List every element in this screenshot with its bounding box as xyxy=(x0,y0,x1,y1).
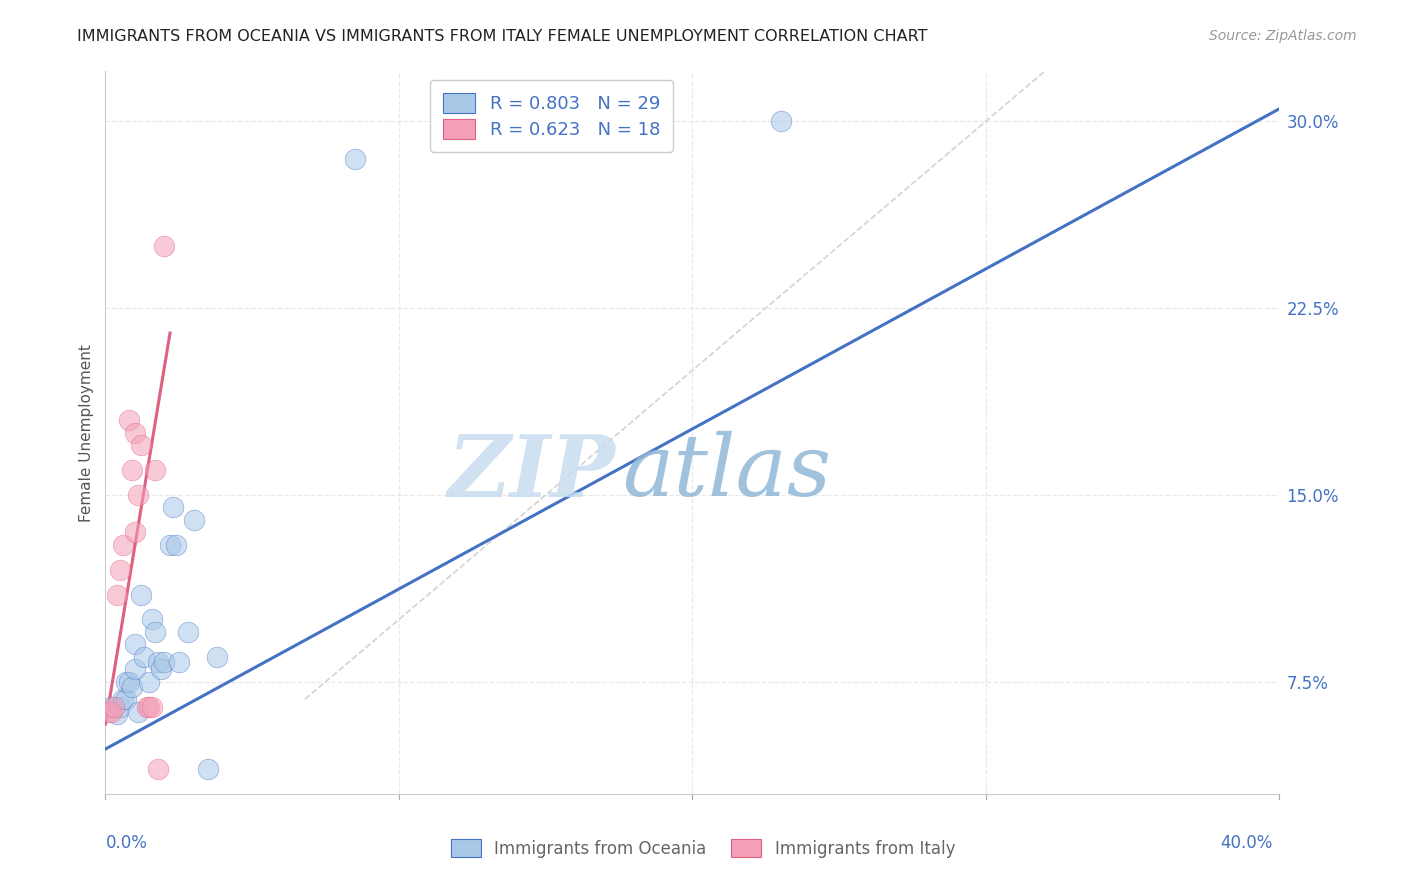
Point xyxy=(135,699,157,714)
Point xyxy=(108,699,131,714)
Point xyxy=(129,588,152,602)
Point xyxy=(141,699,163,714)
Point xyxy=(112,538,135,552)
Point xyxy=(124,425,146,440)
Point xyxy=(159,538,181,552)
Text: atlas: atlas xyxy=(621,431,831,514)
Point xyxy=(115,674,138,689)
Text: 40.0%: 40.0% xyxy=(1220,834,1272,852)
Point xyxy=(129,438,152,452)
Point xyxy=(343,152,366,166)
Point xyxy=(118,674,141,689)
Point xyxy=(143,463,166,477)
Point xyxy=(167,655,190,669)
Point xyxy=(162,500,184,515)
Point xyxy=(165,538,187,552)
Point xyxy=(121,463,143,477)
Point xyxy=(105,588,128,602)
Legend: Immigrants from Oceania, Immigrants from Italy: Immigrants from Oceania, Immigrants from… xyxy=(441,829,965,868)
Legend: R = 0.803   N = 29, R = 0.623   N = 18: R = 0.803 N = 29, R = 0.623 N = 18 xyxy=(430,80,673,152)
Point xyxy=(97,705,120,719)
Point xyxy=(205,649,228,664)
Point xyxy=(100,705,122,719)
Point xyxy=(176,624,198,639)
Point xyxy=(118,413,141,427)
Point xyxy=(769,114,792,128)
Point xyxy=(138,699,160,714)
Point xyxy=(148,762,170,776)
Text: Source: ZipAtlas.com: Source: ZipAtlas.com xyxy=(1209,29,1357,44)
Point xyxy=(150,662,173,676)
Point xyxy=(124,637,146,651)
Point xyxy=(105,707,128,722)
Point xyxy=(127,705,149,719)
Point xyxy=(138,674,160,689)
Point xyxy=(103,699,125,714)
Point xyxy=(148,655,170,669)
Point xyxy=(100,699,122,714)
Point xyxy=(153,655,176,669)
Text: ZIP: ZIP xyxy=(449,431,616,514)
Point xyxy=(127,488,149,502)
Point xyxy=(153,239,176,253)
Text: 0.0%: 0.0% xyxy=(105,834,148,852)
Point xyxy=(124,662,146,676)
Y-axis label: Female Unemployment: Female Unemployment xyxy=(79,343,94,522)
Point xyxy=(121,680,143,694)
Point xyxy=(197,762,219,776)
Point xyxy=(132,649,155,664)
Point xyxy=(183,513,205,527)
Point xyxy=(124,525,146,540)
Point xyxy=(108,563,131,577)
Text: IMMIGRANTS FROM OCEANIA VS IMMIGRANTS FROM ITALY FEMALE UNEMPLOYMENT CORRELATION: IMMIGRANTS FROM OCEANIA VS IMMIGRANTS FR… xyxy=(77,29,928,45)
Point xyxy=(143,624,166,639)
Point xyxy=(141,612,163,626)
Point xyxy=(115,692,138,706)
Point xyxy=(112,692,135,706)
